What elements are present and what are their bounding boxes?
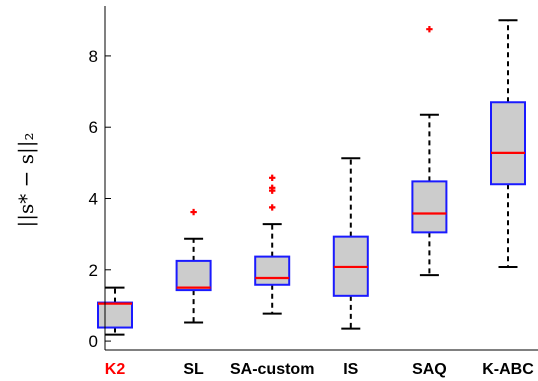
outlier-point bbox=[190, 208, 197, 216]
y-axis-label: ||s* − s||₂ bbox=[14, 133, 39, 228]
x-tick-label: SAQ bbox=[412, 361, 447, 378]
y-tick-label: 2 bbox=[89, 261, 98, 280]
box-k2 bbox=[97, 286, 133, 336]
x-tick-label: K2 bbox=[105, 361, 126, 378]
x-axis-labels: K2 SL SA-custom IS SAQ K-ABC bbox=[105, 361, 534, 378]
x-tick-label: SL bbox=[183, 361, 204, 378]
iqr-box bbox=[175, 259, 212, 292]
outlier-point bbox=[269, 184, 276, 192]
box-sl bbox=[175, 208, 212, 324]
iqr-box bbox=[254, 255, 291, 286]
iqr-box bbox=[411, 180, 448, 234]
y-tick-label: 6 bbox=[89, 118, 98, 137]
x-tick-label: IS bbox=[343, 361, 358, 378]
outlier-point bbox=[426, 25, 433, 33]
plot-area bbox=[97, 19, 526, 336]
y-axis: 0 2 4 6 8 bbox=[89, 6, 538, 351]
box-saq bbox=[411, 25, 448, 277]
y-tick-label: 0 bbox=[89, 332, 98, 351]
x-tick-label: SA-custom bbox=[230, 361, 314, 378]
box-is bbox=[332, 157, 369, 330]
outlier-point bbox=[269, 204, 276, 211]
iqr-box bbox=[97, 301, 133, 329]
y-tick-label: 4 bbox=[89, 189, 98, 208]
box-sa-custom bbox=[254, 174, 291, 315]
iqr-box bbox=[490, 101, 526, 186]
box-k-abc bbox=[490, 19, 526, 268]
outlier-point bbox=[269, 174, 276, 182]
x-tick-label: K-ABC bbox=[482, 361, 534, 378]
y-tick-label: 8 bbox=[89, 47, 98, 66]
